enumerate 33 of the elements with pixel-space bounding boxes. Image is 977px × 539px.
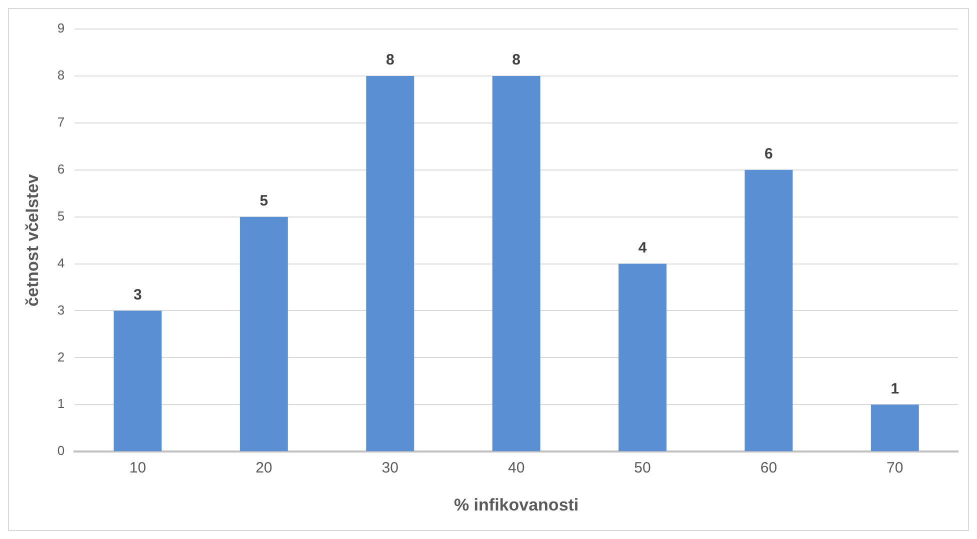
data-label: 5 [260,192,268,210]
data-label: 8 [512,52,520,69]
x-tick-label: 20 [256,460,272,477]
data-label: 3 [134,286,142,304]
x-tick-label: 50 [634,460,651,477]
data-label: 4 [638,239,648,256]
data-label: 1 [890,380,900,398]
y-tick-label: 7 [57,114,65,130]
y-tick-label: 8 [57,68,65,83]
bar [366,76,414,452]
bar [870,404,919,452]
bar [114,310,162,452]
x-tick-label: 70 [886,460,904,477]
y-tick-label: 2 [57,349,65,364]
y-tick-label: 3 [57,302,65,318]
y-tick-label: 1 [57,396,65,412]
y-tick-label: 9 [57,20,65,36]
bar [492,76,540,452]
y-tick-label: 4 [57,255,65,270]
bar [744,170,793,452]
y-axis-title: četnost včelstev [22,174,42,306]
data-label: 6 [764,146,773,163]
y-tick-label: 0 [57,443,65,458]
x-tick-label: 30 [382,460,398,477]
data-label: 8 [386,52,394,69]
bar [240,216,288,452]
y-tick-label: 5 [57,208,65,224]
y-tick-label: 6 [57,161,65,176]
x-tick-label: 40 [508,460,525,477]
bar [618,264,666,452]
x-tick-label: 60 [760,460,778,477]
x-axis-title: % infikovanosti [454,495,579,514]
x-tick-label: 10 [129,460,146,477]
